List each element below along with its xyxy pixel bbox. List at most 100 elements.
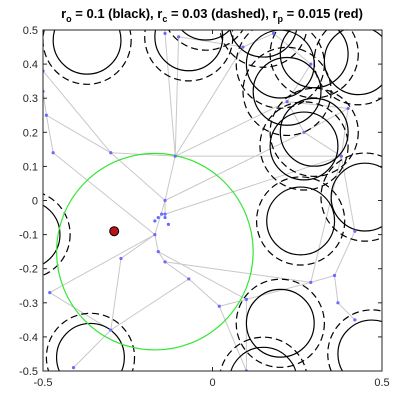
graph-edge: [49, 292, 112, 331]
graph-edge: [43, 70, 112, 154]
graph-node: [163, 31, 167, 36]
graph-node: [332, 273, 337, 278]
obstacle-circle: [323, 30, 382, 96]
graph-node: [160, 212, 164, 216]
graph-edge: [110, 152, 166, 201]
graph-node: [48, 290, 52, 295]
graph-node: [217, 304, 221, 308]
clearance-circle: [45, 312, 136, 371]
obstacle-circle: [245, 288, 315, 358]
graph-edge: [164, 33, 176, 157]
graph-edge: [303, 131, 342, 157]
robot-marker: [109, 226, 120, 237]
graph-edge: [164, 261, 190, 280]
graph-edge: [178, 36, 244, 48]
graph-node: [166, 222, 171, 226]
graph-node: [109, 328, 113, 332]
graph-nodes: [43, 31, 357, 371]
graph-node: [173, 154, 177, 158]
y-tick-label: 0.5: [23, 25, 38, 37]
graph-node: [153, 219, 157, 223]
clearance-circle: [167, 30, 244, 51]
y-tick-label: 0: [32, 196, 38, 208]
clearance-circle: [255, 176, 346, 266]
graph-edge: [154, 234, 159, 252]
graph-edge: [273, 33, 312, 65]
graph-node: [241, 45, 245, 49]
free-circle: [55, 152, 254, 351]
clearance-circle: [320, 152, 382, 242]
graph-node: [353, 229, 357, 233]
graph-edge: [174, 46, 244, 157]
graph-edge: [164, 156, 176, 201]
graph-edge: [337, 302, 356, 321]
graph-edge: [157, 251, 166, 263]
y-tick-label: 0.1: [23, 161, 38, 173]
graph-edge: [174, 101, 288, 157]
graph-node: [163, 215, 167, 220]
clearance-circle: [235, 278, 325, 368]
chart-title: ro = 0.1 (black), rc = 0.03 (dashed), rp…: [61, 6, 363, 24]
obstacle-circle: [43, 204, 61, 265]
y-tick-label: -0.5: [19, 366, 38, 378]
graph-node: [163, 198, 167, 203]
obstacle-circle: [279, 97, 349, 167]
graph-node: [119, 256, 123, 261]
graph-node: [285, 100, 289, 104]
graph-node: [271, 31, 276, 36]
graph-edge: [334, 275, 339, 303]
y-tick-label: -0.1: [19, 230, 38, 242]
obstacle-circle: [330, 162, 382, 232]
graph-node: [163, 260, 167, 264]
graph-edge: [43, 91, 47, 116]
y-tick-label: 0.4: [23, 59, 38, 71]
graph-node: [156, 215, 160, 220]
graph-node: [187, 277, 191, 281]
plot-area: [43, 30, 382, 371]
clearance-circle: [327, 309, 382, 371]
obstacle-circle: [252, 56, 322, 126]
x-tick-label: 0: [209, 377, 215, 389]
graph-edge: [110, 258, 122, 331]
graph-node: [244, 297, 248, 301]
free-space-circle: [55, 152, 254, 351]
y-tick-label: -0.3: [19, 298, 38, 310]
graph-node: [353, 318, 357, 322]
clearance-circle: [43, 30, 132, 85]
graph-edge: [340, 156, 356, 232]
graph-node: [163, 212, 167, 216]
graph-node: [44, 113, 48, 117]
robot-dot: [109, 226, 120, 237]
graph-node: [153, 233, 157, 237]
obstacle-circle: [337, 319, 382, 371]
graph-edge: [164, 261, 311, 283]
graph-node: [156, 250, 160, 254]
obstacle-circle: [269, 111, 339, 181]
y-axis-ticks: 0.5 0.4 0.3 0.2 0.1 0 -0.1 -0.2 -0.3 -0.4 -0.5: [19, 25, 382, 378]
graph-edge: [154, 200, 166, 235]
graph-edge: [46, 114, 112, 154]
graph-edge: [310, 156, 342, 283]
obstacle-circle: [279, 30, 349, 89]
graph-edge: [45, 115, 54, 153]
obstacle-circle: [154, 30, 224, 72]
graph-edge: [110, 278, 190, 331]
obstacle-circle: [266, 186, 336, 256]
graph-node: [346, 106, 350, 111]
y-tick-label: 0.2: [23, 127, 38, 139]
graph-edge: [310, 275, 335, 283]
graph-node: [339, 154, 343, 158]
graph-edge: [174, 36, 180, 157]
x-tick-label: 0.5: [374, 377, 389, 389]
graph-edge: [246, 281, 311, 300]
x-tick-label: -0.5: [34, 377, 53, 389]
graph-node: [71, 365, 76, 370]
graph-node: [302, 130, 306, 134]
graph-edge: [188, 278, 220, 307]
graph-edge: [52, 152, 156, 235]
graph-edge: [218, 306, 247, 371]
y-tick-label: 0.3: [23, 93, 38, 105]
clearance-circle: [269, 87, 359, 177]
clearance-circle: [219, 30, 308, 68]
